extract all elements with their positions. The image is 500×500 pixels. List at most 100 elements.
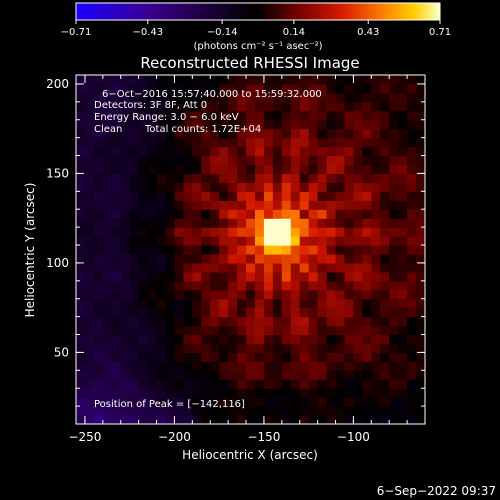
heatmap-cell <box>308 388 319 398</box>
heatmap-cell <box>237 370 247 380</box>
heatmap-cell <box>290 334 301 345</box>
heatmap-cell <box>389 325 399 336</box>
heatmap-cell <box>246 164 256 175</box>
x-tick-label: −150 <box>247 430 280 444</box>
heatmap-cell <box>147 343 158 354</box>
heatmap-cell <box>254 92 265 103</box>
heatmap-cell <box>84 388 95 398</box>
heatmap-cell <box>192 406 202 416</box>
heatmap-cell <box>263 155 274 166</box>
heatmap-cell <box>326 245 337 255</box>
heatmap-cell <box>228 209 238 219</box>
heatmap-cell <box>317 110 328 121</box>
heatmap-cell <box>192 110 202 121</box>
heatmap-cell <box>93 343 104 354</box>
heatmap-cell <box>353 397 363 407</box>
heatmap-cell <box>76 83 86 94</box>
heatmap-cell <box>237 164 247 175</box>
heatmap-cell <box>272 280 283 291</box>
heatmap-cell <box>416 75 425 85</box>
heatmap-cell <box>93 191 104 201</box>
heatmap-cell <box>219 397 229 407</box>
heatmap-cell <box>129 406 140 416</box>
heatmap-cell <box>326 209 337 219</box>
heatmap-cell <box>111 182 122 192</box>
heatmap-cell <box>120 334 131 345</box>
heatmap-cell <box>192 298 202 309</box>
heatmap-cell <box>353 361 363 371</box>
heatmap-cell <box>281 137 292 148</box>
heatmap-cell <box>299 307 310 318</box>
heatmap-cell <box>398 316 408 327</box>
heatmap-cell <box>165 119 176 130</box>
heatmap-cell <box>272 119 283 130</box>
heatmap-cell <box>93 262 104 273</box>
heatmap-cell <box>228 271 238 282</box>
heatmap-cell <box>290 236 301 246</box>
heatmap-cell <box>281 280 292 291</box>
heatmap-cell <box>371 352 381 362</box>
heatmap-cell <box>389 209 399 219</box>
heatmap-cell <box>380 343 390 354</box>
heatmap-cell <box>299 155 310 166</box>
heatmap-cell <box>246 361 256 371</box>
heatmap-cell <box>84 343 95 354</box>
heatmap-cell <box>219 262 229 273</box>
heatmap-cell <box>389 83 399 94</box>
heatmap-cell <box>299 137 310 148</box>
heatmap-cell <box>416 119 425 130</box>
heatmap-cell <box>156 280 167 291</box>
heatmap-cell <box>84 236 95 246</box>
heatmap-cell <box>111 343 122 354</box>
heatmap-cell <box>138 128 149 139</box>
heatmap-cell <box>183 245 193 255</box>
heatmap-cell <box>254 119 265 130</box>
heatmap-cell <box>371 236 381 246</box>
heatmap-cell <box>237 352 247 362</box>
colorbar-unit-label: (photons cm⁻² s⁻¹ asec⁻²) <box>193 41 322 52</box>
heatmap-cell <box>219 155 229 166</box>
heatmap-cell <box>362 343 372 354</box>
heatmap-cell <box>290 388 301 398</box>
heatmap-cell <box>398 164 408 175</box>
heatmap-cell <box>237 325 247 336</box>
heatmap-cell <box>389 271 399 282</box>
heatmap-cell <box>237 83 247 94</box>
heatmap-cell <box>353 200 363 210</box>
heatmap-cell <box>326 307 337 318</box>
heatmap-cell <box>362 298 372 309</box>
heatmap-cell <box>147 271 158 282</box>
heatmap-cell <box>263 334 274 345</box>
heatmap-cell <box>93 92 104 103</box>
heatmap-cell <box>380 245 390 255</box>
heatmap-cell <box>281 128 292 139</box>
heatmap-cell <box>93 316 104 327</box>
heatmap-cell <box>237 146 247 157</box>
heatmap-cell <box>353 137 363 148</box>
heatmap-cell <box>93 253 104 264</box>
heatmap-cell <box>263 191 274 201</box>
heatmap-cell <box>147 262 158 273</box>
heatmap-cell <box>183 191 193 201</box>
heatmap-cell <box>362 388 372 398</box>
heatmap-cell <box>219 173 229 183</box>
heatmap-cell <box>174 182 184 192</box>
heatmap-cell <box>290 397 301 407</box>
heatmap-cell <box>84 325 95 336</box>
heatmap-cell <box>362 406 372 416</box>
heatmap-cell <box>263 415 274 424</box>
heatmap-cell <box>156 361 167 371</box>
heatmap-cell <box>228 280 238 291</box>
heatmap-cell <box>344 227 355 237</box>
heatmap-cell <box>192 379 202 389</box>
heatmap-cell <box>120 92 131 103</box>
heatmap-cell <box>380 325 390 336</box>
heatmap-cell <box>362 209 372 219</box>
heatmap-cell <box>398 146 408 157</box>
heatmap-cell <box>129 415 140 424</box>
heatmap-cell <box>138 370 149 380</box>
heatmap-cell <box>156 406 167 416</box>
heatmap-cell <box>317 307 328 318</box>
heatmap-cell <box>272 164 283 175</box>
heatmap-cell <box>398 75 408 85</box>
